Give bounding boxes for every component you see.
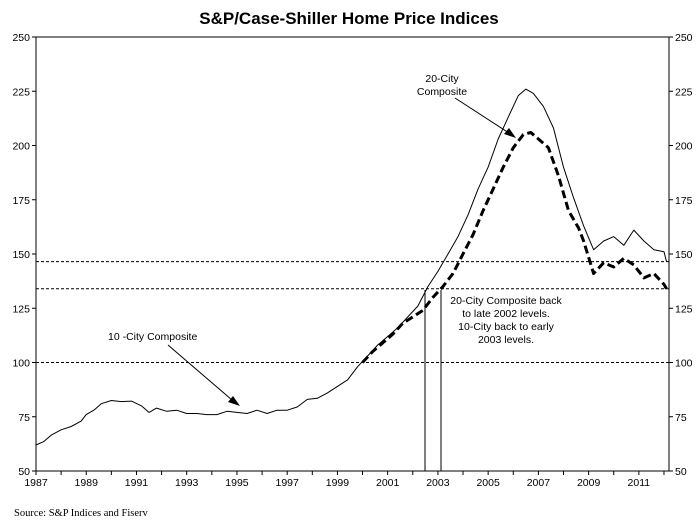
annotation-back-levels: 20-City Composite back to late 2002 leve… — [450, 295, 562, 346]
y-tick-label-right-1: 75 — [675, 412, 687, 424]
y-tick-label-left-3: 125 — [12, 303, 30, 315]
y-tick-label-right-2: 100 — [675, 358, 693, 370]
reference-lines — [36, 261, 669, 363]
annotation-20-city-line-2: Composite — [417, 86, 467, 98]
y-tick-label-left-4: 150 — [12, 249, 30, 261]
y-tick-label-right-6: 200 — [675, 141, 693, 153]
callout-drop-lines — [424, 290, 442, 471]
x-tick-label-9: 2005 — [476, 477, 500, 489]
x-tick-label-0: 1987 — [24, 477, 48, 489]
series-line-0 — [35, 88, 667, 446]
annotation-10-city-arrowhead — [228, 396, 240, 406]
y-tick-label-right-5: 175 — [675, 195, 693, 207]
series-line-1 — [361, 131, 668, 364]
x-tick-label-11: 2009 — [577, 477, 601, 489]
x-tick-label-5: 1997 — [276, 477, 300, 489]
plot-area — [35, 36, 670, 472]
series-group — [35, 88, 668, 446]
y-tick-label-right-8: 250 — [675, 32, 693, 44]
y-tick-label-left-1: 75 — [18, 412, 30, 424]
annotation-back-levels-line-4: 2003 levels. — [478, 334, 534, 346]
annotation-10-city-line-1: 10 -City Composite — [108, 331, 197, 343]
annotation-20-city-line-1: 20-City — [425, 73, 459, 85]
annotation-10-city-arrow — [167, 344, 233, 401]
annotation-back-levels-line-1: 20-City Composite back — [450, 295, 562, 307]
y-tick-label-left-8: 250 — [12, 32, 30, 44]
x-tick-label-4: 1995 — [225, 477, 249, 489]
y-tick-label-right-3: 125 — [675, 303, 693, 315]
y-tick-label-right-4: 150 — [675, 249, 693, 261]
y-tick-label-left-7: 225 — [12, 86, 30, 98]
x-tick-label-7: 2001 — [376, 477, 400, 489]
annotation-20-city: 20-City Composite — [417, 73, 516, 138]
x-tick-label-8: 2003 — [426, 477, 450, 489]
x-tick-label-10: 2007 — [527, 477, 551, 489]
y-tick-label-left-0: 50 — [18, 466, 30, 478]
annotation-back-levels-line-2: to late 2002 levels. — [462, 308, 550, 320]
x-tick-label-12: 2011 — [628, 477, 651, 489]
annotation-20-city-arrowhead — [504, 128, 516, 138]
y-tick-label-left-6: 200 — [12, 141, 30, 153]
annotation-10-city: 10 -City Composite — [108, 331, 240, 406]
x-tick-label-6: 1999 — [326, 477, 350, 489]
y-tick-label-right-0: 50 — [675, 466, 687, 478]
y-axis-right: 50 75 100 125 150 175 200 225 250 — [669, 32, 693, 478]
x-tick-label-3: 1993 — [175, 477, 199, 489]
source-note: Source: S&P Indices and Fiserv — [14, 508, 149, 519]
annotation-20-city-arrow — [454, 97, 510, 134]
annotation-back-levels-line-3: 10-City back to early — [458, 321, 554, 333]
chart-title: S&P/Case-Shiller Home Price Indices — [199, 9, 499, 28]
x-axis: 1987 1989 1991 1993 1995 1997 1999 2001 2003 2005… — [24, 471, 665, 489]
x-tick-label-1: 1989 — [75, 477, 99, 489]
y-tick-label-left-5: 175 — [12, 195, 30, 207]
y-tick-label-left-2: 100 — [12, 358, 30, 370]
y-tick-label-right-7: 225 — [675, 86, 693, 98]
x-tick-label-2: 1991 — [125, 477, 149, 489]
y-axis-left: 50 75 100 125 150 175 200 225 250 — [12, 32, 36, 478]
